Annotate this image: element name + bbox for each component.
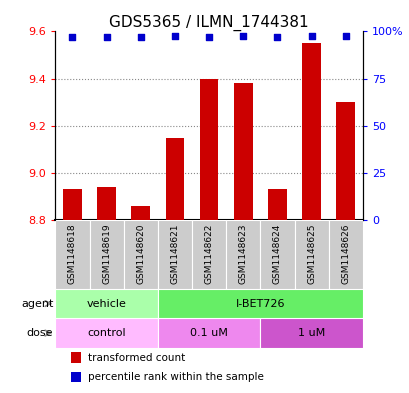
Bar (335, 102, 354, 220)
Bar (191, 220, 226, 289)
Point (137, 34, 144, 40)
Point (69, 34, 76, 40)
Text: agent: agent (21, 299, 53, 309)
Text: I-BET726: I-BET726 (235, 299, 284, 309)
Text: GSM1148620: GSM1148620 (136, 224, 145, 284)
Bar (226, 220, 260, 289)
Text: GSM1148623: GSM1148623 (238, 224, 247, 284)
Text: 1 uM: 1 uM (297, 328, 324, 338)
Bar (71, 352, 81, 363)
Text: transformed count: transformed count (88, 353, 184, 362)
Text: GSM1148621: GSM1148621 (170, 224, 179, 284)
Point (239, 33, 246, 39)
Text: GSM1148622: GSM1148622 (204, 224, 213, 284)
Bar (165, 138, 184, 220)
Bar (157, 289, 362, 318)
Text: GSM1148625: GSM1148625 (306, 224, 315, 284)
Bar (260, 220, 294, 289)
Text: vehicle: vehicle (86, 299, 126, 309)
Point (205, 34, 212, 40)
Bar (267, 189, 286, 220)
Text: dose: dose (27, 328, 53, 338)
Text: GSM1148618: GSM1148618 (68, 224, 77, 284)
Bar (328, 220, 362, 289)
Point (103, 34, 110, 40)
Bar (55, 220, 89, 289)
Bar (55, 318, 157, 348)
Bar (233, 83, 252, 220)
Text: GSM1148624: GSM1148624 (272, 224, 281, 284)
Point (342, 33, 348, 39)
Bar (157, 318, 260, 348)
Bar (89, 220, 124, 289)
Point (308, 33, 314, 39)
Text: GSM1148619: GSM1148619 (102, 224, 111, 284)
Point (171, 33, 178, 39)
Text: control: control (87, 328, 126, 338)
Bar (97, 187, 116, 220)
Point (274, 34, 280, 40)
Title: GDS5365 / ILMN_1744381: GDS5365 / ILMN_1744381 (109, 15, 308, 31)
Bar (55, 289, 157, 318)
Bar (199, 79, 218, 220)
Bar (157, 220, 191, 289)
Bar (124, 220, 157, 289)
Bar (294, 220, 328, 289)
Text: 0.1 uM: 0.1 uM (190, 328, 227, 338)
Bar (301, 43, 320, 220)
Bar (63, 189, 82, 220)
Text: GSM1148626: GSM1148626 (340, 224, 349, 284)
Text: percentile rank within the sample: percentile rank within the sample (88, 372, 263, 382)
Bar (71, 372, 81, 382)
Bar (131, 206, 150, 220)
Bar (260, 318, 362, 348)
